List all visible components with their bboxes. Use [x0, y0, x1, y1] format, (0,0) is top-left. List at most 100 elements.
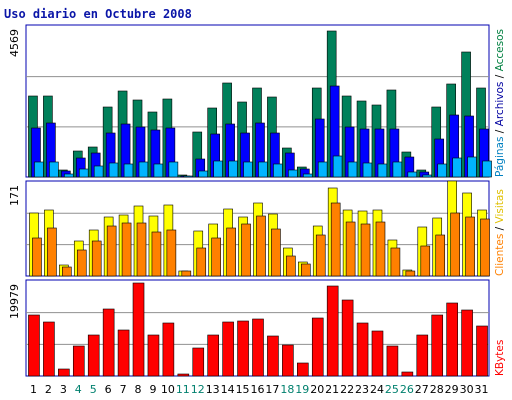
x-label-day-20: 20	[310, 383, 324, 396]
bar-kbytes-day-5	[87, 334, 100, 377]
bar-clientes-day-16	[256, 215, 266, 277]
bar-clientes-day-18	[286, 255, 296, 277]
x-label-day-19: 19	[295, 383, 309, 396]
bar-kbytes-day-24	[371, 330, 384, 377]
bar-clientes-day-25	[390, 247, 401, 277]
bar-kbytes-day-1	[28, 314, 40, 377]
bar-kbytes-day-3	[58, 368, 70, 377]
side-label-1: Visitas	[494, 189, 506, 223]
panel-1: 4569 Páginas / Archivos / Accesos	[8, 24, 506, 178]
panel-2: 171 Clientes / Visitas	[8, 180, 506, 277]
bar-pginas-day-29	[452, 157, 462, 178]
x-label-day-23: 23	[355, 383, 369, 396]
bar-clientes-day-3	[62, 266, 72, 277]
bar-kbytes-day-2	[43, 321, 55, 377]
bar-pginas-day-21	[332, 155, 343, 178]
bar-pginas-day-17	[273, 163, 283, 178]
bar-pginas-day-15	[243, 161, 253, 178]
x-label-day-26: 26	[400, 383, 414, 396]
bar-clientes-day-19	[301, 263, 311, 277]
bar-clientes-day-29	[450, 212, 460, 277]
bar-clientes-day-14	[226, 227, 236, 277]
bar-pginas-day-30	[467, 156, 477, 178]
bar-kbytes-day-16	[252, 318, 264, 377]
bar-pginas-day-4	[78, 168, 89, 178]
x-label-day-14: 14	[221, 383, 235, 396]
x-label-day-4: 4	[75, 383, 82, 396]
bar-pginas-day-22	[347, 161, 358, 178]
x-label-day-12: 12	[191, 383, 205, 396]
bar-pginas-day-11	[183, 175, 194, 178]
y-max-label: 171	[8, 185, 21, 206]
bar-clientes-day-10	[166, 229, 177, 277]
bar-kbytes-day-18	[282, 344, 294, 377]
x-label-day-13: 13	[206, 383, 220, 396]
bar-kbytes-day-7	[117, 329, 130, 377]
x-label-day-21: 21	[325, 383, 339, 396]
bar-clientes-day-21	[330, 202, 341, 277]
y-max-label: 4569	[8, 29, 21, 57]
bar-kbytes-day-11	[177, 373, 190, 377]
bar-kbytes-day-22	[341, 299, 354, 377]
bar-clientes-day-9	[151, 231, 162, 277]
x-label-day-25: 25	[385, 383, 399, 396]
bar-kbytes-day-21	[326, 285, 339, 377]
bar-pginas-day-14	[228, 160, 238, 178]
bar-pginas-day-16	[258, 161, 268, 178]
x-label-day-5: 5	[90, 383, 97, 396]
x-label-day-11: 11	[176, 383, 190, 396]
bar-pginas-day-18	[288, 169, 298, 178]
bar-pginas-day-12	[198, 170, 209, 178]
bar-clientes-day-20	[315, 234, 326, 277]
bar-pginas-day-9	[153, 163, 164, 178]
bar-pginas-day-27	[422, 174, 433, 178]
bar-clientes-day-5	[91, 240, 102, 277]
bar-pginas-day-31	[482, 160, 492, 178]
bar-kbytes-day-30	[461, 309, 473, 377]
side-label-2: Accesos	[494, 29, 506, 71]
bar-clientes-day-6	[106, 225, 117, 277]
x-label-day-22: 22	[340, 383, 354, 396]
bar-clientes-day-1	[32, 237, 42, 277]
side-series-label: Clientes / Visitas	[494, 189, 506, 276]
bar-clientes-day-30	[465, 216, 475, 277]
bar-kbytes-day-12	[192, 347, 205, 377]
bar-pginas-day-2	[49, 161, 59, 178]
x-label-day-18: 18	[280, 383, 294, 396]
bar-clientes-day-7	[121, 222, 132, 277]
x-label-day-6: 6	[105, 383, 112, 396]
x-label-day-24: 24	[370, 383, 384, 396]
x-label-day-17: 17	[265, 383, 279, 396]
x-label-day-29: 29	[445, 383, 459, 396]
bar-pginas-day-25	[392, 161, 403, 178]
x-label-day-1: 1	[30, 383, 37, 396]
x-label-day-10: 10	[161, 383, 175, 396]
x-label-day-2: 2	[45, 383, 52, 396]
bar-pginas-day-8	[138, 161, 149, 178]
bar-clientes-day-8	[136, 222, 147, 277]
x-label-day-16: 16	[251, 383, 265, 396]
side-series-label: Páginas / Archivos / Accesos	[494, 29, 506, 177]
side-label-1: Archivos	[494, 82, 506, 127]
x-label-day-27: 27	[415, 383, 429, 396]
chart-panels: 4569 Páginas / Archivos / Accesos 171 Clien…	[8, 24, 506, 377]
x-label-day-7: 7	[120, 383, 127, 396]
panel-3: 19979 KBytes	[8, 279, 506, 377]
bar-kbytes-day-17	[267, 335, 279, 377]
y-max-label: 19979	[8, 284, 21, 319]
bar-kbytes-day-28	[431, 314, 444, 377]
x-label-day-28: 28	[430, 383, 444, 396]
bar-kbytes-day-8	[132, 282, 145, 377]
bar-kbytes-day-23	[356, 322, 369, 377]
bar-kbytes-day-6	[102, 308, 115, 377]
side-label-0: KBytes	[494, 340, 506, 376]
x-label-day-9: 9	[149, 383, 156, 396]
bar-pginas-day-1	[34, 161, 44, 178]
bar-kbytes-day-10	[162, 322, 175, 377]
x-label-day-15: 15	[236, 383, 250, 396]
bar-pginas-day-10	[168, 161, 179, 178]
bar-pginas-day-23	[362, 162, 373, 178]
bar-kbytes-day-31	[476, 325, 488, 377]
bar-clientes-day-4	[76, 249, 87, 277]
